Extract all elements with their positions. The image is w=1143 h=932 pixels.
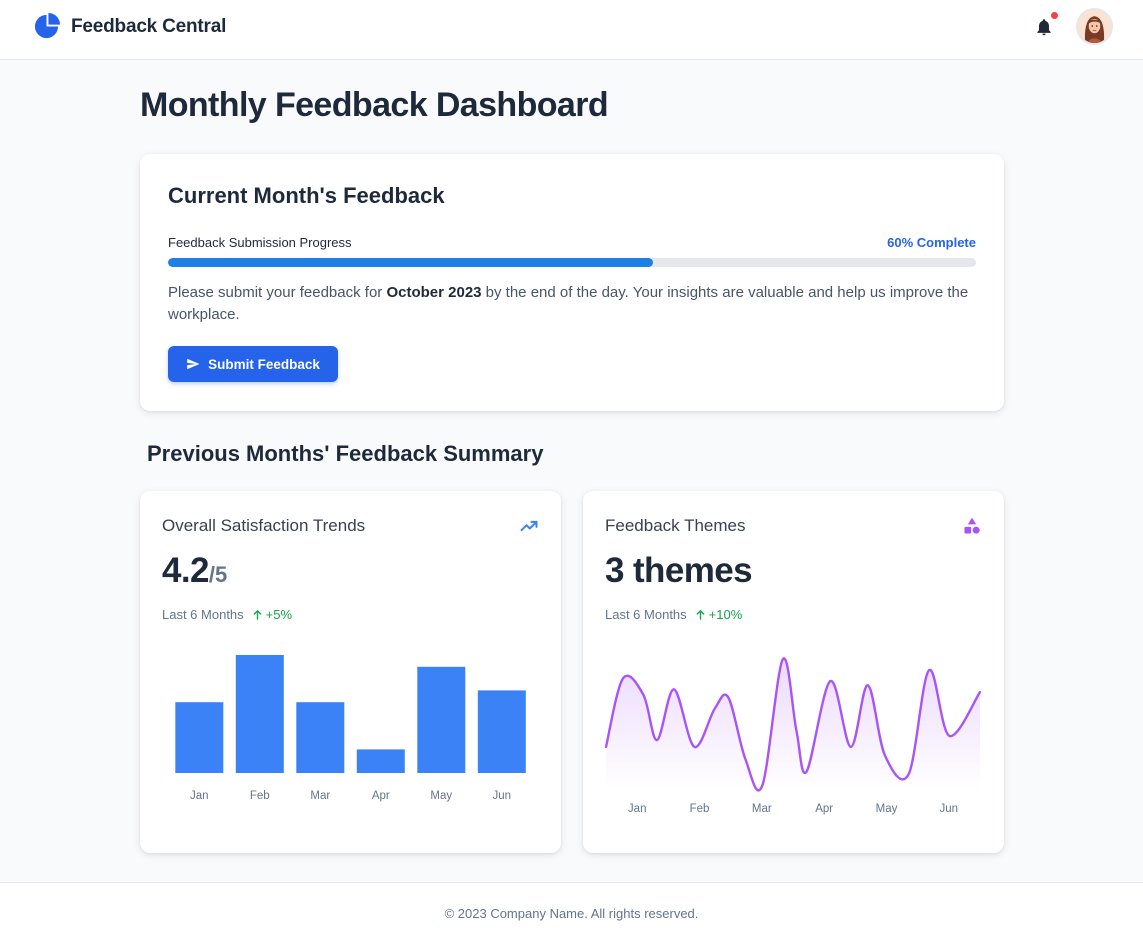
top-navbar: Feedback Central — [0, 0, 1143, 60]
submit-feedback-label: Submit Feedback — [208, 356, 320, 372]
progress-bar — [168, 258, 976, 267]
themes-count: 3 themes — [605, 551, 753, 590]
satisfaction-score: 4.2/5 — [162, 551, 227, 591]
bar-may[interactable] — [417, 666, 466, 773]
notification-dot — [1051, 12, 1058, 19]
x-tick-label-jan: Jan — [628, 803, 647, 815]
page-title: Monthly Feedback Dashboard — [140, 86, 609, 124]
x-tick-label-jun: Jun — [940, 803, 959, 815]
current-month-card: Current Month's Feedback Feedback Submis… — [140, 154, 1004, 411]
satisfaction-delta-value: +5% — [265, 607, 293, 622]
bar-apr[interactable] — [356, 749, 405, 773]
user-avatar-image — [1078, 10, 1111, 43]
satisfaction-delta: +5% — [252, 607, 292, 622]
x-tick-label-may: May — [430, 790, 452, 802]
progress-value: 60% Complete — [887, 235, 976, 250]
themes-period-row: Last 6 Months +10% — [605, 607, 742, 622]
footer-copyright: © 2023 Company Name. All rights reserved… — [444, 906, 699, 921]
bar-jun[interactable] — [477, 690, 526, 773]
themes-card: Feedback Themes 3 themes Last 6 Months +1… — [583, 491, 1004, 853]
bar-jan[interactable] — [175, 702, 224, 773]
x-tick-label-feb: Feb — [690, 803, 710, 815]
app-name: Feedback Central — [71, 15, 227, 37]
progress-bar-fill — [168, 258, 653, 267]
progress-label: Feedback Submission Progress — [168, 235, 352, 250]
themes-period: Last 6 Months — [605, 607, 687, 622]
x-tick-label-feb: Feb — [250, 790, 270, 802]
bell-icon[interactable] — [1034, 16, 1054, 38]
submission-message: Please submit your feedback for October … — [168, 282, 980, 326]
pie-logo-icon — [34, 13, 60, 39]
x-tick-label-jan: Jan — [190, 790, 209, 802]
themes-delta: +10% — [695, 607, 743, 622]
satisfaction-period: Last 6 Months — [162, 607, 244, 622]
satisfaction-score-unit: /5 — [208, 562, 228, 587]
trending-up-icon — [520, 520, 538, 532]
submit-feedback-button[interactable]: Submit Feedback — [168, 346, 338, 382]
x-tick-label-mar: Mar — [752, 803, 772, 815]
themes-area-chart: Jan Feb Mar Apr May Jun — [604, 657, 982, 815]
x-tick-label-apr: Apr — [815, 803, 833, 815]
arrow-up-icon — [696, 609, 705, 620]
satisfaction-bar-chart: Jan Feb Mar Apr May Jun — [175, 655, 526, 802]
shapes-icon — [964, 517, 980, 534]
satisfaction-card: Overall Satisfaction Trends 4.2/5 Last 6… — [140, 491, 561, 853]
avatar[interactable] — [1076, 8, 1113, 45]
themes-heading: Feedback Themes — [605, 516, 746, 535]
send-icon — [187, 358, 200, 370]
footer: © 2023 Company Name. All rights reserved… — [0, 882, 1143, 932]
arrow-up-icon — [253, 609, 262, 620]
bar-feb[interactable] — [235, 655, 284, 773]
brand[interactable]: Feedback Central — [33, 13, 226, 40]
x-tick-label-mar: Mar — [310, 790, 330, 802]
message-text-end: by the end of the day. Your insights are… — [168, 284, 969, 323]
satisfaction-period-row: Last 6 Months +5% — [162, 607, 292, 622]
satisfaction-heading: Overall Satisfaction Trends — [162, 516, 366, 535]
area-fill — [606, 658, 980, 791]
previous-summary-title: Previous Months' Feedback Summary — [147, 441, 544, 466]
satisfaction-score-value: 4.2 — [162, 551, 209, 590]
current-month-title: Current Month's Feedback — [168, 183, 445, 208]
bar-mar[interactable] — [296, 702, 345, 773]
message-month: October 2023 — [386, 284, 482, 301]
series-line[interactable] — [604, 657, 982, 792]
message-text-start: Please submit your feedback for — [168, 284, 387, 301]
x-tick-label-jun: Jun — [493, 790, 512, 802]
x-tick-label-apr: Apr — [372, 790, 390, 802]
x-tick-label-may: May — [876, 803, 898, 815]
themes-delta-value: +10% — [708, 607, 743, 622]
